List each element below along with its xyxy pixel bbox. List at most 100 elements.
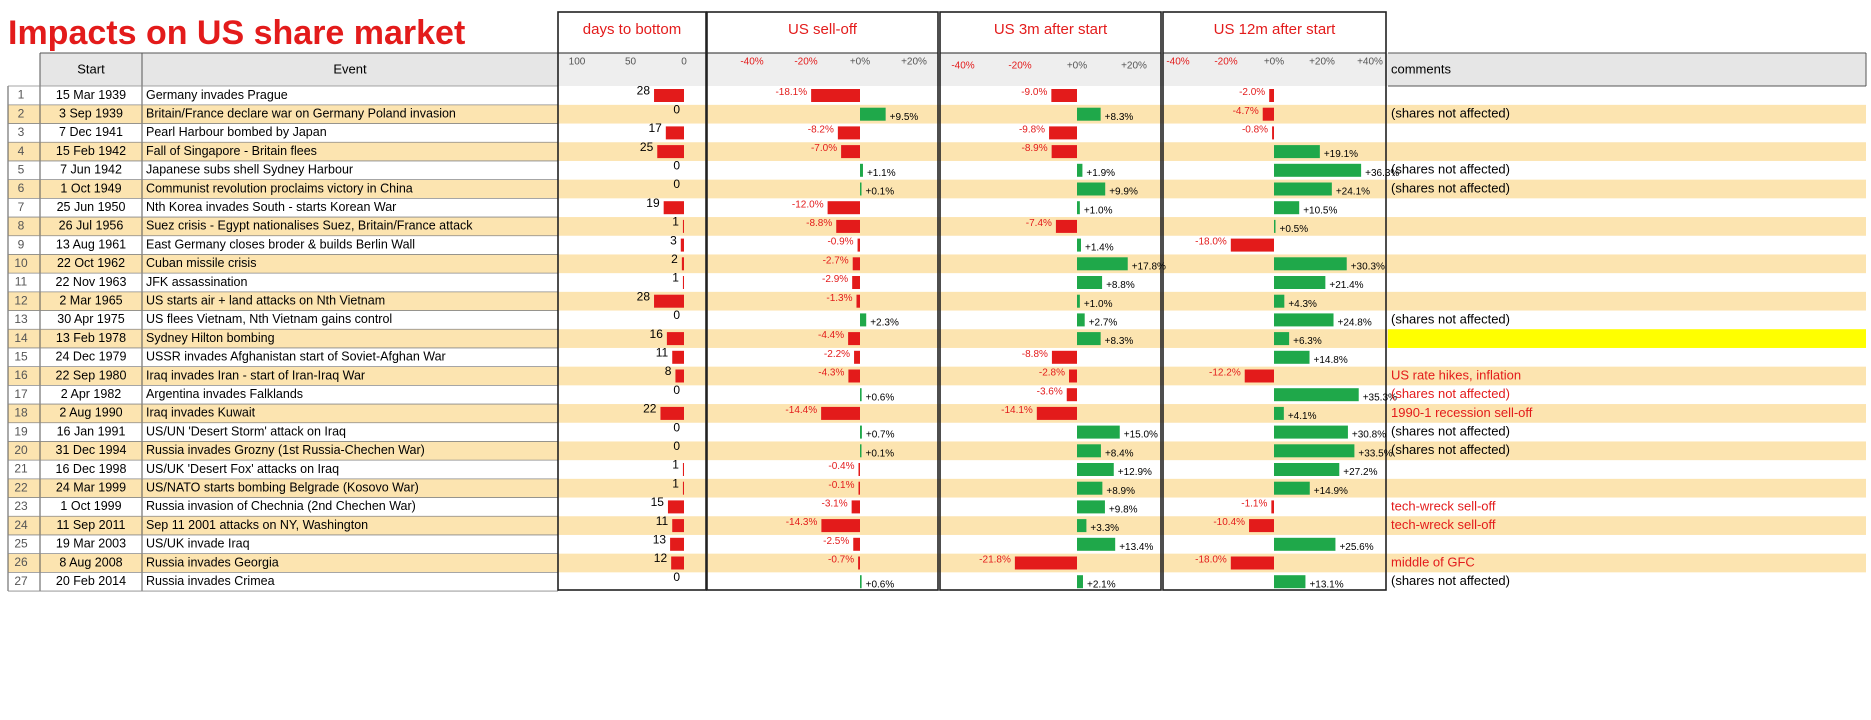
m3-value-label: +1.4% <box>1085 243 1114 254</box>
selloff-value-label: +2.3% <box>870 318 899 329</box>
event-label: Nth Korea invades South - starts Korean … <box>146 200 396 214</box>
selloff-bar <box>851 500 860 514</box>
selloff-bar <box>858 463 860 476</box>
m3-value-label: +17.8% <box>1132 261 1166 272</box>
days-bar <box>682 463 684 476</box>
start-date: 30 Apr 1975 <box>57 312 124 326</box>
m12-bar <box>1274 463 1340 476</box>
m12-bar <box>1274 332 1290 346</box>
m12-value-label: +4.1% <box>1288 411 1317 422</box>
event-label: East Germany closes broder & builds Berl… <box>146 237 415 251</box>
days-value-label: 1 <box>672 271 679 285</box>
selloff-value-label: -18.1% <box>775 87 807 98</box>
start-date: 15 Mar 1939 <box>56 88 126 102</box>
selloff-bar <box>860 425 862 439</box>
m3-value-label: +8.8% <box>1106 280 1135 291</box>
m12-value-label: +19.1% <box>1324 149 1358 160</box>
m12-tick-label: +0% <box>1264 57 1284 68</box>
selloff-bar <box>856 294 860 308</box>
m12-bar <box>1274 163 1362 177</box>
start-date: 19 Mar 2003 <box>56 537 126 551</box>
m12-bar <box>1274 294 1285 308</box>
days-bar <box>672 350 684 364</box>
m3-bar <box>1077 257 1128 271</box>
m3-bar <box>1077 481 1103 495</box>
days-bar <box>672 519 684 533</box>
m3-bar <box>1077 182 1106 196</box>
m3-value-label: -9.8% <box>1019 125 1045 136</box>
selloff-value-label: -0.4% <box>828 461 854 472</box>
m12-bar <box>1272 126 1274 140</box>
m12-bar <box>1274 182 1332 196</box>
event-label: Russia invades Grozny (1st Russia-Cheche… <box>146 443 425 457</box>
event-label: Japanese subs shell Sydney Harbour <box>146 163 353 177</box>
m3-value-label: -8.9% <box>1022 143 1048 154</box>
days-value-label: 1 <box>672 458 679 472</box>
comment-text: (shares not affected) <box>1391 424 1510 439</box>
selloff-bar <box>860 444 862 458</box>
start-date: 11 Sep 2011 <box>56 518 125 532</box>
event-label: US flees Vietnam, Nth Vietnam gains cont… <box>146 312 392 326</box>
m3-bar <box>1077 575 1083 589</box>
m3-bar <box>1069 369 1077 383</box>
selloff-value-label: -2.7% <box>823 255 849 266</box>
days-value-label: 12 <box>654 551 668 565</box>
m3-value-label: +9.8% <box>1109 505 1138 516</box>
axis-header-background <box>558 53 1388 86</box>
m3-bar <box>1077 313 1085 327</box>
selloff-tick-label: -40% <box>740 57 763 68</box>
row-number: 27 <box>14 574 28 588</box>
days-value-label: 0 <box>673 439 680 453</box>
panel-title-m12: US 12m after start <box>1214 21 1337 38</box>
m3-value-label: -3.6% <box>1037 386 1063 397</box>
row-stripe <box>8 366 1866 386</box>
event-label: Iraq invades Iran - start of Iran-Iraq W… <box>146 368 365 382</box>
selloff-value-label: -3.1% <box>822 499 848 510</box>
m3-bar <box>1036 406 1077 420</box>
m12-bar <box>1274 388 1359 402</box>
row-stripe <box>8 104 1866 124</box>
event-label: Sep 11 2001 attacks on NY, Washington <box>146 518 368 532</box>
selloff-bar <box>857 238 860 252</box>
selloff-bar <box>858 481 860 495</box>
m12-value-label: -2.0% <box>1239 87 1265 98</box>
selloff-value-label: +0.1% <box>866 448 895 459</box>
start-date: 2 Aug 1990 <box>59 406 122 420</box>
m3-bar <box>1077 500 1105 514</box>
days-value-label: 17 <box>648 121 662 135</box>
start-date: 1 Oct 1949 <box>60 181 121 195</box>
m12-bar <box>1274 575 1306 589</box>
days-value-label: 22 <box>643 402 657 416</box>
selloff-bar <box>827 201 860 215</box>
event-label: Russia invades Crimea <box>146 574 275 588</box>
m12-bar <box>1230 556 1274 570</box>
row-number: 11 <box>15 275 28 289</box>
event-label: Germany invades Prague <box>146 88 288 102</box>
days-value-label: 15 <box>651 495 665 509</box>
event-label: Pearl Harbour bombed by Japan <box>146 125 327 139</box>
m12-tick-label: +20% <box>1309 57 1335 68</box>
days-bar <box>663 201 684 215</box>
m12-bar <box>1274 444 1355 458</box>
m12-value-label: +10.5% <box>1303 205 1337 216</box>
row-stripe <box>8 179 1866 199</box>
m3-value-label: +2.1% <box>1087 579 1116 590</box>
row-number: 21 <box>14 462 28 476</box>
row-number: 2 <box>18 106 25 120</box>
selloff-tick-label: -20% <box>794 57 817 68</box>
m12-bar <box>1274 276 1326 289</box>
selloff-bar <box>858 556 860 570</box>
m3-value-label: +8.3% <box>1105 336 1134 347</box>
m12-value-label: +6.3% <box>1293 336 1322 347</box>
event-label: Fall of Singapore - Britain flees <box>146 144 317 158</box>
days-bar <box>680 238 684 252</box>
event-label: Suez crisis - Egypt nationalises Suez, B… <box>146 219 473 233</box>
row-stripe <box>8 142 1866 161</box>
m12-value-label: -0.8% <box>1242 125 1268 136</box>
m12-value-label: -18.0% <box>1195 237 1227 248</box>
days-bar <box>654 89 684 102</box>
selloff-value-label: +1.1% <box>867 168 896 179</box>
m12-bar <box>1244 369 1274 383</box>
m12-bar <box>1271 500 1274 514</box>
